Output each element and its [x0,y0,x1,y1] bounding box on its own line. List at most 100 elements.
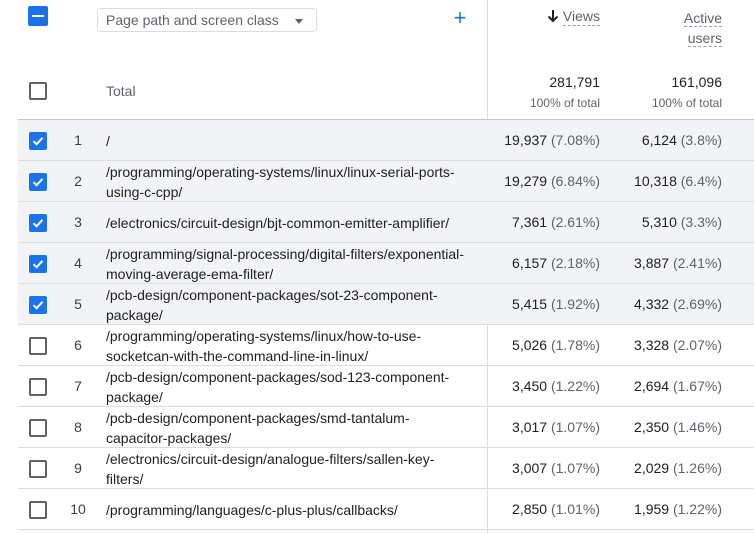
row-checkbox[interactable] [29,214,47,232]
views-value: 19,279 [504,173,548,189]
row-divider [18,201,754,202]
total-views: 281,791 [549,74,600,90]
row-index: 9 [74,460,82,476]
page-path-text: /pcb-design/component-packages/smd-tanta… [106,409,410,446]
add-dimension-button[interactable]: + [451,7,469,29]
row-checkbox[interactable] [29,419,47,437]
row-checkbox[interactable] [29,132,47,150]
active-users-cell: 5,310 (3.3%) [610,214,722,230]
row-index: 8 [74,419,82,435]
views-percent: (2.61%) [550,214,600,230]
views-value: 3,450 [512,378,548,394]
row-checkbox[interactable] [29,460,47,478]
page-path-link[interactable]: /programming/operating-systems/linux/how… [106,325,466,366]
active-users-value: 6,124 [641,132,677,148]
views-cell: 3,450 (1.22%) [488,378,600,394]
row-checkbox[interactable] [29,296,47,314]
row-checkbox[interactable] [29,255,47,273]
active-users-header-line2: users [687,30,722,47]
views-value: 19,937 [504,132,548,148]
row-index: 3 [74,214,82,230]
select-all-checkbox[interactable] [28,6,48,26]
page-path-link[interactable]: /electronics/circuit-design/analogue-fil… [106,448,466,489]
page-path-text: /pcb-design/component-packages/sod-123-c… [106,368,450,405]
active-users-value: 5,310 [641,214,677,230]
views-value: 3,007 [512,460,548,476]
active-users-cell: 6,124 (3.8%) [610,132,722,148]
views-cell: 6,157 (2.18%) [488,255,600,271]
table-row[interactable]: 3/electronics/circuit-design/bjt-common-… [18,202,754,243]
active-users-percent: (3.3%) [680,214,722,230]
active-users-value: 1,959 [634,501,670,517]
table-row[interactable]: 7/pcb-design/component-packages/sod-123-… [18,366,754,407]
active-users-value: 2,029 [634,460,670,476]
views-value: 7,361 [512,214,548,230]
views-cell: 7,361 (2.61%) [488,214,600,230]
page-path-link[interactable]: /pcb-design/component-packages/sot-23-co… [106,284,466,325]
table-row[interactable]: 4/programming/signal-processing/digital-… [18,243,754,284]
row-checkbox[interactable] [29,337,47,355]
active-users-percent: (2.41%) [672,255,722,271]
active-users-value: 4,332 [634,296,670,312]
row-checkbox[interactable] [29,378,47,396]
arrow-down-icon [547,10,559,23]
views-cell: 3,017 (1.07%) [488,419,600,435]
page-path-link[interactable]: /programming/languages/c-plus-plus/callb… [106,489,466,530]
check-icon [32,219,44,228]
active-users-value: 10,318 [634,173,677,189]
active-users-cell: 1,959 (1.22%) [610,501,722,517]
table-row[interactable]: 9/electronics/circuit-design/analogue-fi… [18,448,754,489]
table-row[interactable]: 5/pcb-design/component-packages/sot-23-c… [18,284,754,325]
page-path-link[interactable]: /pcb-design/component-packages/sod-123-c… [106,366,466,407]
page-path-text: /electronics/circuit-design/analogue-fil… [106,450,435,487]
total-row-checkbox[interactable] [29,82,47,100]
check-icon [32,301,44,310]
views-cell: 3,007 (1.07%) [488,460,600,476]
table-row[interactable]: 8/pcb-design/component-packages/smd-tant… [18,407,754,448]
page-path-link[interactable]: /programming/signal-processing/digital-f… [106,243,466,284]
page-path-text: /electronics/circuit-design/bjt-common-e… [106,214,450,231]
views-value: 5,026 [512,337,548,353]
views-percent: (6.84%) [550,173,600,189]
page-path-link[interactable]: /electronics/circuit-design/bjt-common-e… [106,202,466,243]
row-divider [18,406,754,407]
row-index: 7 [74,378,82,394]
row-index: 5 [74,296,82,312]
row-divider [18,242,754,243]
page-path-text: /programming/signal-processing/digital-f… [106,245,464,282]
views-cell: 19,937 (7.08%) [488,132,600,148]
table-row[interactable]: 1 / 19,937 (7.08%) 6,124 (3.8%) [18,120,754,161]
views-percent: (7.08%) [550,132,600,148]
row-divider [18,488,754,489]
views-percent: (2.18%) [550,255,600,271]
row-checkbox[interactable] [29,501,47,519]
table-row[interactable]: 2/programming/operating-systems/linux/li… [18,161,754,202]
views-header-label: Views [562,8,600,26]
row-index: 4 [74,255,82,271]
page-path-link[interactable]: /programming/operating-systems/linux/lin… [106,161,466,202]
row-divider [18,324,754,325]
row-checkbox[interactable] [29,173,47,191]
page-path-link[interactable]: /pcb-design/component-packages/smd-tanta… [106,407,466,448]
views-percent: (1.92%) [550,296,600,312]
dimension-selector[interactable]: Page path and screen class [97,8,317,32]
table-row[interactable]: 10/programming/languages/c-plus-plus/cal… [18,489,754,530]
row-index: 1 [74,132,82,148]
table-row[interactable]: 6/programming/operating-systems/linux/ho… [18,325,754,366]
active-users-cell: 4,332 (2.69%) [610,296,722,312]
active-users-cell: 2,350 (1.46%) [610,419,722,435]
row-divider [18,160,754,161]
views-percent: (1.07%) [550,419,600,435]
views-cell: 2,850 (1.01%) [488,501,600,517]
active-users-percent: (1.46%) [672,419,722,435]
active-users-header-line1: Active [683,10,722,27]
active-users-percent: (2.69%) [672,296,722,312]
active-users-column-header[interactable]: Active users [622,8,722,48]
row-divider [18,283,754,284]
row-index: 10 [70,501,86,517]
active-users-cell: 10,318 (6.4%) [610,173,722,189]
views-column-header[interactable]: Views [500,8,600,26]
active-users-cell: 2,694 (1.67%) [610,378,722,394]
active-users-value: 2,350 [634,419,670,435]
page-path-link[interactable]: / [106,120,466,161]
